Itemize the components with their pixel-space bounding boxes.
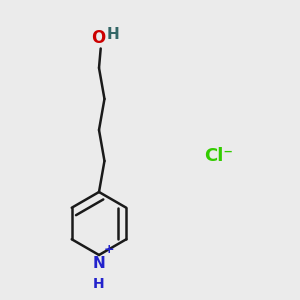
Text: O: O <box>91 29 105 47</box>
Text: Cl⁻: Cl⁻ <box>204 147 233 165</box>
Text: +: + <box>103 243 114 256</box>
Text: H: H <box>106 28 119 43</box>
Text: H: H <box>93 277 105 291</box>
Text: N: N <box>93 256 105 271</box>
